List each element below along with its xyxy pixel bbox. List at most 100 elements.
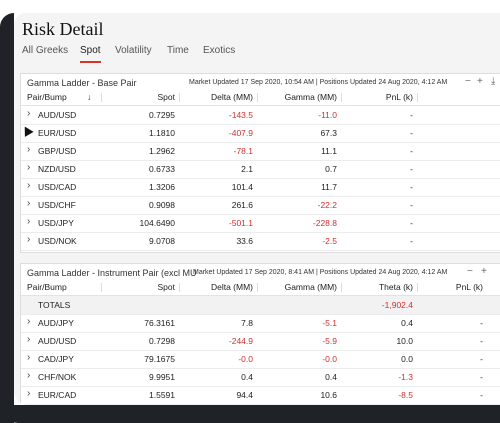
table-row[interactable]: › CAD/JPY 79.1675 -0.0 -0.0 0.0 - [21,350,500,369]
tab-volatility[interactable]: Volatility [115,45,152,56]
pair-cell: AUD/JPY [38,318,74,328]
delta-cell: 94.4 [236,390,253,400]
pnl-cell: - [410,164,413,174]
panel-update-meta: Market Updated 17 Sep 2020, 8:41 AM | Po… [193,269,448,276]
expand-chevron-icon[interactable]: › [27,216,31,227]
table-row[interactable]: › NZD/USD 0.6733 2.1 0.7 - [21,160,500,179]
tab-spot[interactable]: Spot [80,45,101,63]
table-row[interactable]: › USD/JPY 104.6490 -501.1 -228.8 - [21,214,500,233]
delta-cell: 261.6 [231,200,253,210]
expand-chevron-icon[interactable]: › [27,352,31,363]
col-delta[interactable]: Delta (MM) [210,92,253,102]
delta-cell: -143.5 [228,110,253,120]
col-pnl[interactable]: PnL (k) [455,282,483,292]
expand-chevron-icon[interactable]: › [27,162,31,173]
table-row[interactable]: › EUR/USD 1.1810 -407.9 67.3 - [21,124,500,143]
pair-cell: EUR/CAD [38,390,77,400]
col-spot[interactable]: Spot [157,282,176,292]
spot-cell: 1.3206 [149,182,175,192]
table-row[interactable]: › USD/NOK 9.0708 33.6 -2.5 - [21,232,500,251]
theta-cell: 10.0 [396,336,413,346]
table-row[interactable]: › GBP/USD 1.2962 -78.1 11.1 - [21,142,500,161]
device-bezel-bottom [0,405,500,423]
pnl-cell: - [410,218,413,228]
device-bezel-left [0,13,14,423]
table-row[interactable]: › AUD/USD 0.7298 -244.9 -5.9 10.0 - [21,332,500,351]
pnl-cell: - [410,128,413,138]
spot-cell: 1.5591 [149,390,175,400]
expand-chevron-icon[interactable]: › [27,388,31,399]
gamma-ladder-base-pair-panel: Gamma Ladder - Base Pair Market Updated … [20,73,500,253]
col-theta[interactable]: Theta (k) [378,282,413,292]
panel-title: Gamma Ladder - Base Pair [27,78,137,88]
pair-cell: AUD/USD [38,110,77,120]
gamma-cell: 0.7 [325,164,337,174]
expand-chevron-icon[interactable]: › [27,144,31,155]
panel-title: Gamma Ladder - Instrument Pair (excl MU [27,268,197,278]
theta-cell: -8.5 [398,390,413,400]
table-row[interactable]: › CHF/NOK 9.9951 0.4 0.4 -1.3 - [21,368,500,387]
tab-all-greeks[interactable]: All Greeks [22,45,69,56]
col-pair-bump[interactable]: Pair/Bump [27,282,67,292]
delta-cell: 33.6 [236,236,253,246]
gamma-cell: 10.6 [320,390,337,400]
minimize-icon[interactable]: − [465,76,471,87]
column-divider [179,93,180,102]
tab-time[interactable]: Time [167,45,189,56]
table-row[interactable]: › EUR/CAD 1.5591 94.4 10.6 -8.5 - [21,386,500,405]
gamma-ladder-instrument-pair-panel: Gamma Ladder - Instrument Pair (excl MU … [20,263,500,405]
table-row[interactable]: › USD/CHF 0.9098 261.6 -22.2 - [21,196,500,215]
pair-cell: USD/CHF [38,200,76,210]
table-row[interactable]: ›EUR/CHF1.0743-0.0-1.81.1- [21,404,500,405]
tab-exotics[interactable]: Exotics [203,45,236,56]
col-spot[interactable]: Spot [157,92,176,102]
col-gamma[interactable]: Gamma (MM) [284,92,337,102]
column-divider [101,93,102,102]
spot-cell: 0.7298 [149,336,175,346]
add-icon[interactable]: + [477,76,483,87]
column-divider [101,283,102,292]
panel-header: Gamma Ladder - Base Pair Market Updated … [21,74,500,89]
pnl-cell: - [410,236,413,246]
gamma-cell: -11.0 [318,110,337,120]
app-screen: Risk Detail All Greeks Spot Volatility T… [14,13,500,405]
expand-chevron-icon[interactable]: › [27,180,31,191]
pair-cell: USD/NOK [38,236,77,246]
expand-chevron-icon[interactable]: › [27,316,31,327]
gamma-cell: -2.5 [322,236,337,246]
minimize-icon[interactable]: − [467,266,473,277]
expand-chevron-icon[interactable]: › [27,108,31,119]
add-icon[interactable]: + [481,266,487,277]
column-divider [179,283,180,292]
table-row[interactable]: › AUD/JPY 76.3161 7.8 -5.1 0.4 - [21,314,500,333]
pnl-cell: - [480,336,483,346]
pnl-cell: - [410,200,413,210]
pnl-cell: - [410,182,413,192]
expand-chevron-icon[interactable]: › [27,198,31,209]
column-divider [417,93,418,102]
delta-cell: -78.1 [233,146,253,156]
col-gamma[interactable]: Gamma (MM) [284,282,337,292]
download-icon[interactable]: ⤓ [491,76,496,87]
pair-cell: USD/CAD [38,182,77,192]
expand-chevron-icon[interactable]: › [27,126,31,137]
pair-cell: CAD/JPY [38,354,74,364]
theta-cell: -1.3 [398,372,413,382]
table-row[interactable]: › AUD/USD 0.7295 -143.5 -11.0 - [21,106,500,125]
gamma-cell: 11.1 [321,146,337,156]
spot-cell: 1.1810 [149,128,175,138]
expand-chevron-icon[interactable]: › [27,234,31,245]
table-row[interactable]: › USD/CAD 1.3206 101.4 11.7 - [21,178,500,197]
delta-cell: -407.9 [228,128,253,138]
col-pnl[interactable]: PnL (k) [385,92,413,102]
expand-chevron-icon[interactable]: › [27,334,31,345]
column-divider [257,283,258,292]
col-delta[interactable]: Delta (MM) [210,282,253,292]
delta-cell: 2.1 [241,164,253,174]
expand-chevron-icon[interactable]: › [27,370,31,381]
sort-down-icon[interactable]: ↓ [87,92,92,102]
col-pair-bump[interactable]: Pair/Bump [27,92,67,102]
spot-cell: 0.7295 [149,110,175,120]
spot-cell: 0.9098 [149,200,175,210]
pair-cell: NZD/USD [38,164,76,174]
